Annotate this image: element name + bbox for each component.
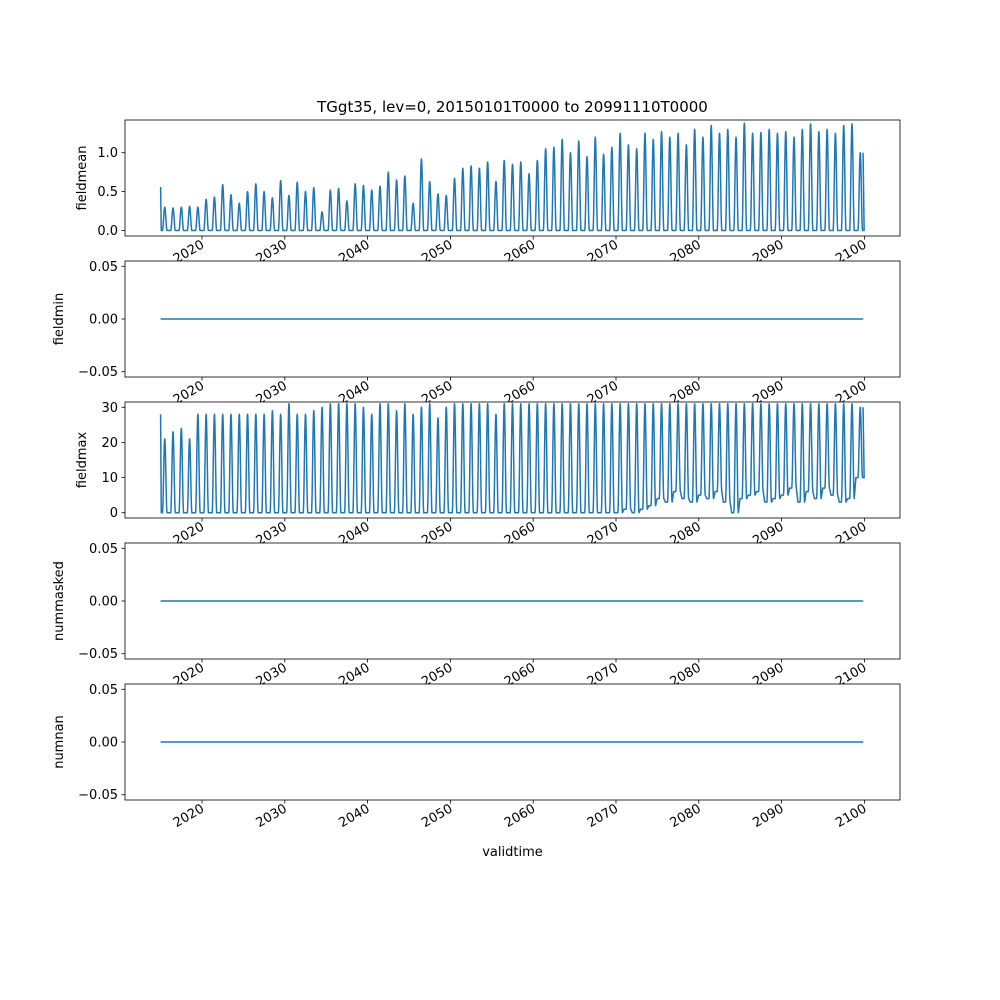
y-axis-label: fieldmin [52, 293, 67, 346]
plot-frame [124, 401, 901, 519]
y-tick-label: 20 [101, 436, 118, 451]
y-tick-label: −0.05 [78, 647, 118, 662]
x-axis-label: validtime [482, 845, 543, 860]
y-tick-label: 0.0 [97, 224, 118, 239]
series-line-fieldmean [159, 122, 865, 232]
y-tick-label: −0.05 [78, 365, 118, 380]
y-tick-label: −0.05 [78, 788, 118, 803]
y-axis-label: nummasked [52, 561, 67, 641]
plot-frame [124, 260, 901, 378]
y-tick-label: 0.05 [89, 683, 118, 698]
plot-frame [124, 119, 901, 237]
y-tick-label: 0.00 [89, 595, 118, 610]
y-tick-label: 10 [101, 471, 118, 486]
y-tick-label: 0.00 [89, 313, 118, 328]
y-tick-label: 0.05 [89, 542, 118, 557]
figure-title: TGgt35, lev=0, 20150101T0000 to 20991110… [316, 98, 708, 116]
y-tick-label: 0.05 [89, 260, 118, 275]
y-tick-label: 1.0 [97, 146, 118, 161]
plot-frame [124, 683, 901, 801]
y-tick-label: 0.00 [89, 736, 118, 751]
series-line-fieldmax [159, 403, 865, 514]
plot-frame [124, 542, 901, 660]
y-axis-label: fieldmax [75, 432, 90, 489]
y-axis-label: numnan [52, 715, 67, 769]
y-tick-label: 0 [110, 506, 118, 521]
y-tick-label: 0.5 [97, 185, 118, 200]
y-tick-label: 30 [101, 401, 118, 416]
y-axis-label: fieldmean [75, 146, 90, 211]
